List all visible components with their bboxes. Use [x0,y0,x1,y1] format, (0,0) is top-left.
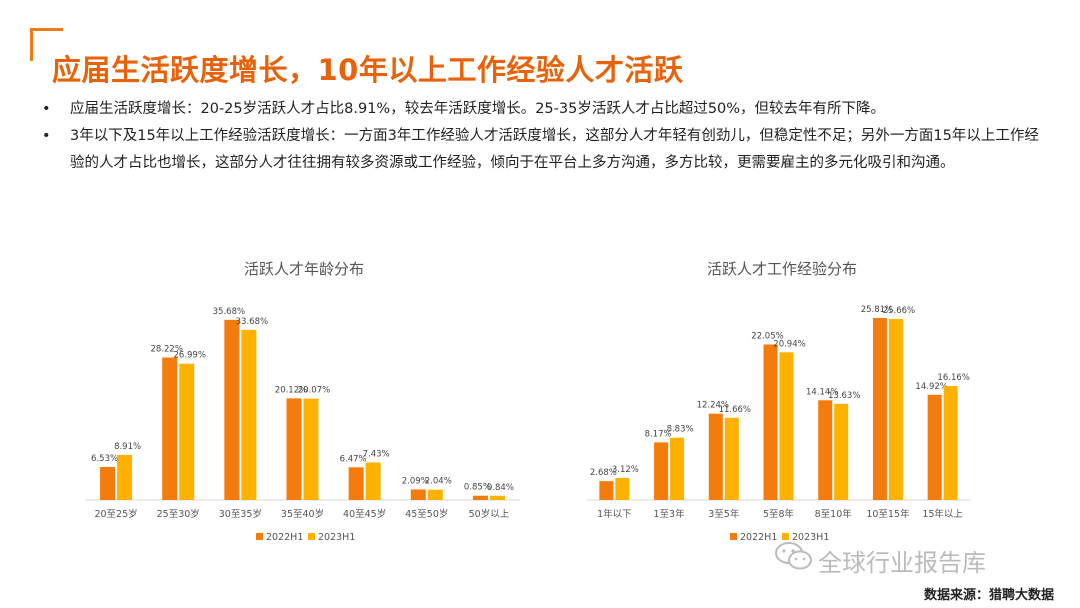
data-label: 3.12% [612,465,639,475]
data-label: 20.07% [298,386,330,396]
bar-2023H1 [427,489,443,500]
x-tick-label: 3至5年 [708,508,740,520]
wechat-icon [775,542,812,570]
data-label: 20.12% [275,385,307,395]
bullet-list: • 应届生活跃度增长：20-25岁活跃人才占比8.91%，较去年活跃度增长。25… [38,96,1048,177]
data-label: 7.43% [363,449,390,459]
data-label: 25.81% [861,305,893,315]
bullet-item: • 应届生活跃度增长：20-25岁活跃人才占比8.91%，较去年活跃度增长。25… [38,96,1048,123]
data-label: 33.68% [236,317,268,327]
legend-swatch [730,533,737,540]
legend-swatch [782,533,789,540]
x-tick-label: 35至40岁 [281,508,324,520]
title-corner-decoration [30,28,63,61]
legend-swatch [256,533,263,540]
data-label: 14.92% [915,382,947,392]
data-label: 35.68% [213,307,245,317]
bullet-item: • 3年以下及15年以上工作经验活跃度增长：一方面3年工作经验人才活跃度增长，这… [38,123,1048,177]
bar-2023H1 [179,363,195,500]
bar-2023H1 [365,462,381,500]
legend-label: 2023H1 [792,532,829,543]
data-label: 8.83% [667,425,694,435]
bar-2023H1 [779,352,794,500]
age-distribution-chart: 活跃人才年龄分布 6.53% 8.91% 20至25岁 28.22%26.99% 25至3… [85,260,520,543]
bar-2022H1 [818,400,833,500]
bar-2022H1 [100,467,116,500]
data-label: 0.85% [464,483,491,493]
data-label: 26.99% [174,351,206,361]
bar-2023H1 [724,417,739,500]
bullet-text: 应届生活跃度增长：20-25岁活跃人才占比8.91%，较去年活跃度增长。25-3… [70,101,886,117]
bar-2023H1 [303,398,319,500]
bar-2023H1 [615,477,630,500]
bar-2022H1 [348,467,364,500]
x-tick-label: 8至10年 [815,508,853,520]
bar-2022H1 [224,319,240,500]
legend-label: 2022H1 [740,532,777,543]
data-label: 12.24% [697,401,729,411]
bar-2023H1 [670,437,685,500]
x-tick-label: 50岁以上 [469,508,510,520]
bullet-dot: • [42,128,51,144]
legend-label: 2022H1 [266,532,303,543]
data-label: 20.94% [773,339,805,349]
data-label: 6.47% [340,454,367,464]
data-label: 0.84% [487,483,514,493]
data-label: 25.66% [883,306,915,316]
data-label: 11.66% [719,405,751,415]
bar-2022H1 [410,489,426,500]
bar-2022H1 [763,344,778,500]
legend-label: 2023H1 [318,532,355,543]
x-tick-label: 25至30岁 [157,508,200,520]
data-label: 14.14% [806,387,838,397]
data-label: 13.63% [828,391,860,401]
x-tick-label: 10至15年 [866,508,910,520]
x-tick-label: 30至35岁 [219,508,262,520]
bar-2023H1 [888,319,903,500]
data-source: 数据来源：猎聘大数据 [923,588,1054,603]
x-tick-label: 15年以上 [922,508,963,520]
bar-2022H1 [927,394,942,500]
x-tick-label: 5至8年 [763,508,795,520]
data-label: 16.16% [937,373,969,383]
page-title: 应届生活跃度增长，10年以上工作经验人才活跃 [52,53,684,87]
watermark-text: 全球行业报告库 [818,549,986,577]
x-tick-label: 1年以下 [597,508,632,520]
bar-2023H1 [117,455,133,500]
legend-swatch [308,533,315,540]
x-tick-label: 1至3年 [654,508,686,520]
bar-2022H1 [472,495,488,500]
bar-2022H1 [286,398,302,500]
data-label: 8.17% [645,429,672,439]
bullet-dot: • [42,101,51,117]
x-tick-label: 40至45岁 [343,508,386,520]
bar-2022H1 [872,317,887,500]
bar-2023H1 [241,329,257,500]
bar-2022H1 [708,413,723,500]
bar-2023H1 [943,386,958,500]
x-tick-label: 45至50岁 [405,508,448,520]
x-tick-label: 20至25岁 [94,508,137,520]
bar-2022H1 [599,481,614,500]
bar-2023H1 [489,495,505,500]
data-label: 2.68% [590,468,617,478]
bar-2022H1 [654,442,669,500]
experience-distribution-chart: 活跃人才工作经验分布 2.68%3.12% 1年以下 8.17%8.83% 1至3年 12… [587,260,970,543]
chart-title: 活跃人才年龄分布 [244,260,364,278]
data-label: 22.05% [751,331,783,341]
data-label: 28.22% [151,344,183,354]
data-label: 8.91% [114,442,141,452]
bullet-text: 3年以下及15年以上工作经验活跃度增长：一方面3年工作经验人才活跃度增长，这部分… [70,128,1039,171]
data-label: 6.53% [91,454,118,464]
bar-2023H1 [834,403,849,500]
bar-2022H1 [162,357,178,500]
chart-title: 活跃人才工作经验分布 [707,260,857,278]
data-label: 2.09% [402,476,429,486]
data-label: 2.04% [425,477,452,487]
